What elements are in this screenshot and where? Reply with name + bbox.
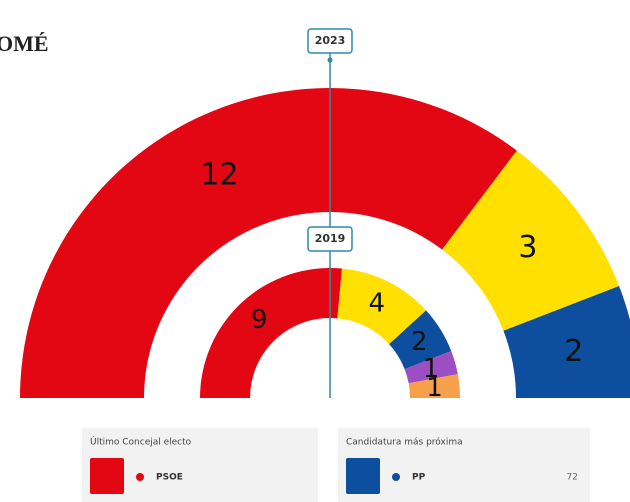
seat-segment	[389, 310, 452, 370]
party-name: PP	[412, 473, 426, 483]
seat-label: 12	[200, 157, 238, 192]
seat-label: 2	[411, 327, 428, 357]
seat-segment	[408, 374, 460, 398]
party-name: PSOE	[156, 473, 183, 483]
seat-label: 4	[369, 289, 386, 319]
seat-label: 2	[564, 334, 583, 369]
seat-segment	[404, 351, 458, 384]
panel-title: Candidatura más próxima	[346, 437, 463, 448]
seat-segment	[20, 88, 517, 399]
seat-segment	[503, 286, 630, 398]
party-dot	[392, 473, 400, 481]
year-box	[307, 28, 353, 54]
party-swatch	[346, 458, 380, 494]
seat-label: 3	[518, 230, 537, 265]
seat-label: 1	[426, 373, 443, 403]
seat-segment	[337, 268, 427, 345]
panel-title: Último Concejal electo	[90, 436, 192, 448]
year-label: 2019	[315, 232, 346, 245]
seat-label: 1	[423, 354, 440, 384]
seat-segment	[442, 150, 620, 331]
year-label: 2023	[315, 34, 346, 47]
title: OMÉ	[0, 31, 49, 56]
party-dot	[136, 473, 144, 481]
party-swatch	[90, 458, 124, 494]
seat-segment	[200, 267, 342, 398]
year-box	[307, 226, 353, 252]
party-votes: 72	[567, 473, 578, 483]
center-dot	[327, 57, 333, 63]
seat-label: 9	[251, 305, 268, 335]
